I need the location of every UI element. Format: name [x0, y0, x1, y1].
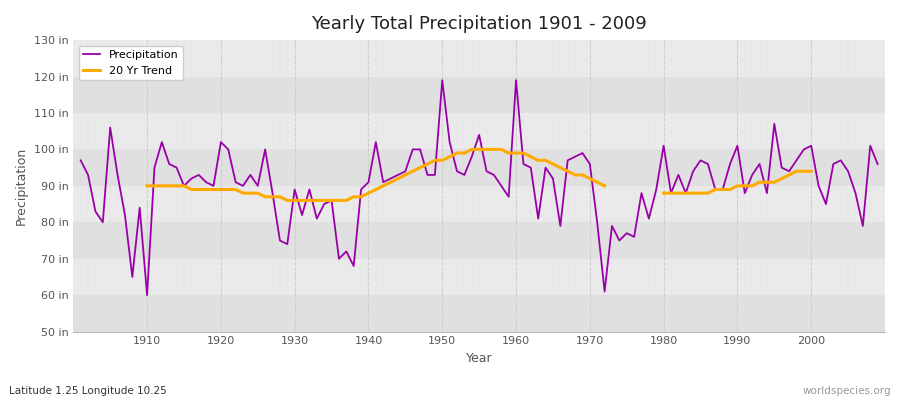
Legend: Precipitation, 20 Yr Trend: Precipitation, 20 Yr Trend — [79, 46, 183, 80]
X-axis label: Year: Year — [466, 352, 492, 365]
Bar — [73, 259, 885, 295]
Bar — [73, 76, 885, 113]
Bar — [73, 186, 885, 222]
Precipitation — [436, 78, 447, 82]
Precipitation — [141, 293, 152, 298]
Bar — [73, 113, 885, 150]
Precipitation — [872, 162, 883, 166]
Precipitation — [526, 165, 536, 170]
Y-axis label: Precipitation: Precipitation — [15, 147, 28, 225]
Bar — [73, 295, 885, 332]
Precipitation — [134, 205, 145, 210]
Bar — [73, 40, 885, 76]
Precipitation — [304, 187, 315, 192]
Precipitation — [518, 162, 529, 166]
Bar — [73, 150, 885, 186]
Title: Yearly Total Precipitation 1901 - 2009: Yearly Total Precipitation 1901 - 2009 — [311, 15, 647, 33]
Precipitation — [76, 158, 86, 163]
Precipitation — [614, 238, 625, 243]
Text: worldspecies.org: worldspecies.org — [803, 386, 891, 396]
Text: Latitude 1.25 Longitude 10.25: Latitude 1.25 Longitude 10.25 — [9, 386, 166, 396]
Precipitation — [348, 264, 359, 268]
Line: Precipitation: Precipitation — [81, 80, 878, 295]
Bar — [73, 222, 885, 259]
